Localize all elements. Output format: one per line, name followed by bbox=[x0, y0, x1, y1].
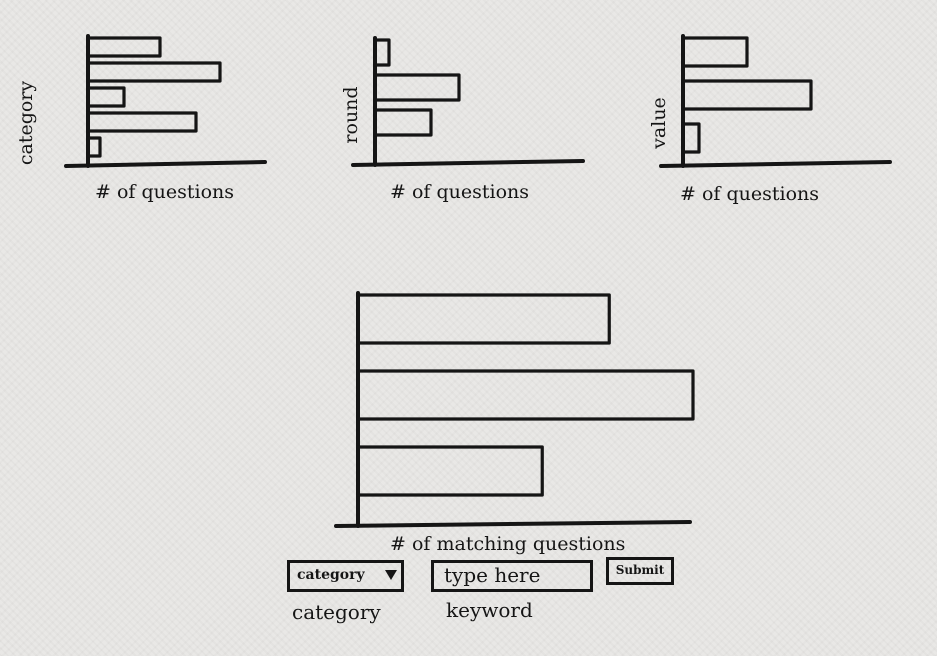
y-axis-label: round bbox=[340, 86, 362, 143]
bar-3 bbox=[356, 445, 544, 497]
bar-5 bbox=[86, 136, 102, 158]
bar-2 bbox=[86, 61, 222, 83]
y-axis-label: category bbox=[15, 81, 37, 166]
x-axis-line bbox=[334, 520, 692, 528]
bar-1 bbox=[681, 36, 749, 68]
chart-category: # of questions category bbox=[15, 34, 267, 203]
y-axis-label: value bbox=[648, 97, 670, 150]
category-select[interactable]: category bbox=[287, 560, 404, 592]
submit-button[interactable]: Submit bbox=[606, 557, 674, 585]
x-axis-line bbox=[64, 160, 267, 168]
keyword-input[interactable]: type here bbox=[431, 560, 593, 592]
keyword-input-placeholder: type here bbox=[444, 563, 541, 587]
x-axis-label: # of matching questions bbox=[390, 533, 625, 555]
chart-round: # of questions round bbox=[340, 36, 585, 203]
x-axis-label: # of questions bbox=[390, 181, 529, 203]
category-select-value: category bbox=[297, 567, 365, 583]
bar-3 bbox=[681, 122, 701, 154]
bar-2 bbox=[356, 369, 695, 421]
dropdown-arrow-icon bbox=[385, 570, 397, 580]
chart-matching-questions: # of matching questions bbox=[334, 291, 695, 555]
chart-value: # of questions value bbox=[648, 34, 892, 205]
bar-1 bbox=[373, 38, 391, 67]
x-axis-label: # of questions bbox=[95, 181, 234, 203]
bar-3 bbox=[86, 86, 126, 108]
bar-2 bbox=[681, 79, 813, 111]
bar-1 bbox=[86, 36, 162, 58]
bar-2 bbox=[373, 73, 461, 102]
x-axis-line bbox=[659, 160, 892, 168]
bar-1 bbox=[356, 293, 611, 345]
x-axis-label: # of questions bbox=[680, 183, 819, 205]
bar-4 bbox=[86, 111, 198, 133]
x-axis-line bbox=[351, 159, 585, 167]
bar-3 bbox=[373, 108, 433, 137]
